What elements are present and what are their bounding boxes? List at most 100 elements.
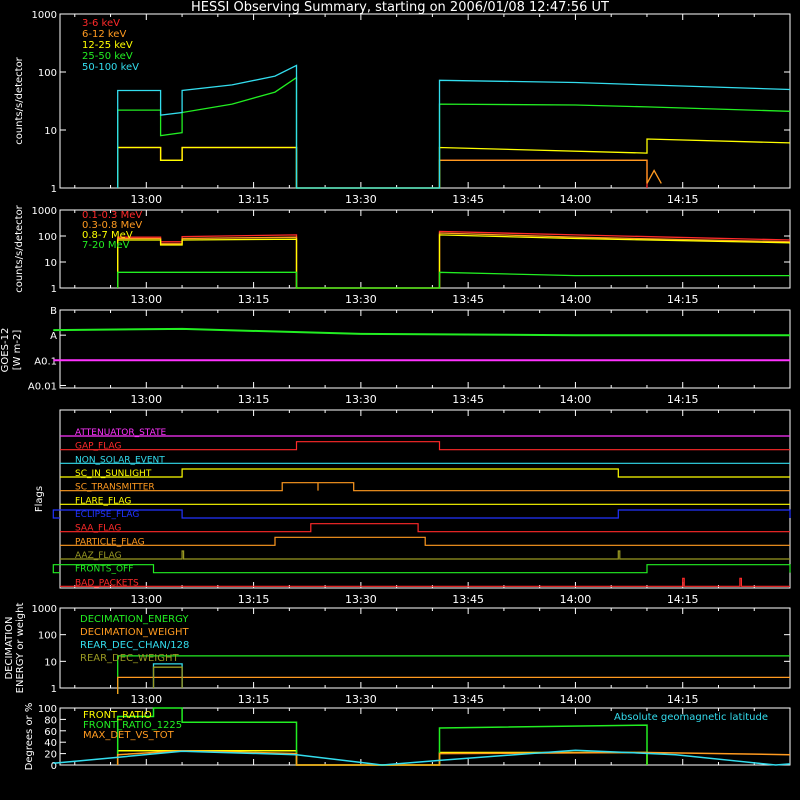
flag-label: SAA_FLAG (75, 524, 121, 534)
series-line (152, 666, 183, 688)
annotation: Absolute geomagnetic latitude (614, 712, 768, 723)
panel-frame (59, 409, 791, 589)
flag-line (52, 509, 791, 519)
series-line (117, 138, 791, 189)
x-tick-label: 13:30 (345, 593, 377, 606)
y-tick-label: 1000 (32, 604, 57, 615)
x-tick-label: 13:15 (238, 293, 270, 306)
y-tick-label: 1 (51, 684, 57, 695)
series-line (117, 146, 648, 189)
x-tick-label: 13:00 (130, 593, 162, 606)
chart-title: HESSI Observing Summary, starting on 200… (191, 0, 609, 15)
x-tick-label: 14:15 (667, 693, 699, 706)
series-line (116, 750, 791, 766)
y-tick-label: 0 (51, 761, 57, 772)
y-tick-label: A0.01 (28, 381, 57, 392)
y-tick-label: A (50, 331, 57, 342)
series-line (117, 232, 791, 289)
y-tick-label: 1 (51, 184, 57, 195)
flag-line (60, 468, 790, 478)
y-tick-label: 10 (44, 258, 57, 269)
y-axis-label: counts/s/detector (14, 204, 25, 292)
panel-frame (59, 209, 791, 289)
x-tick-label: 13:15 (238, 393, 270, 406)
x-tick-label: 13:45 (452, 393, 484, 406)
x-tick-label: 14:00 (560, 293, 592, 306)
flag-line (60, 550, 790, 560)
panel-frame (59, 309, 791, 389)
flag-line (60, 536, 790, 546)
x-tick-label: 13:45 (452, 593, 484, 606)
y-axis-label: counts/s/detector (14, 56, 25, 144)
panel-3: B A A0.1 A0.01 GOES-12 [W m-2] 13:00 13:15 13:30… (0, 306, 791, 406)
y-tick-label: 40 (44, 738, 57, 749)
legend-entry: DECIMATION_WEIGHT (80, 627, 189, 638)
y-tick-label: B (50, 306, 57, 317)
legend-entry: DECIMATION_ENERGY (80, 614, 189, 625)
y-axis-label: Flags (34, 486, 45, 512)
panel-5: 1 10 100 1000 DECIMATION_ENERGY DECIMATION_WE… (4, 603, 791, 706)
flag-label: BAD_PACKETS (75, 578, 139, 588)
flag-label: NON_SOLAR_EVENT (75, 455, 165, 465)
flag-line (60, 482, 790, 492)
y-axis-label: DECIMATIONENERGY or weight (4, 603, 26, 694)
series-line (117, 271, 790, 289)
flag-line (60, 441, 790, 451)
y-axis-units: [W m-2] (12, 330, 23, 371)
legend-entry: 0.1-0.3 MeV (82, 210, 142, 221)
legend-entry: MAX_DET_VS_TOT (83, 730, 175, 741)
x-tick-label: 13:30 (345, 193, 377, 206)
x-tick-label: 13:30 (345, 293, 377, 306)
panel-4: ATTENUATOR_STATE GAP_FLAG NON_SOLAR_EVENT S… (34, 409, 791, 606)
series-line (117, 230, 791, 289)
panel-frame (59, 607, 791, 689)
legend-entry: FRONT_RATIO_1225 (83, 720, 182, 731)
flag-label: ECLIPSE_FLAG (75, 510, 139, 520)
x-tick-label: 13:15 (238, 593, 270, 606)
y-tick-label: 100 (38, 68, 57, 79)
ylabel-line: ENERGY or weight (15, 603, 26, 694)
flag-label: SC_IN_SUNLIGHT (75, 469, 152, 479)
flag-line (60, 523, 790, 533)
x-tick-label: 13:00 (130, 393, 162, 406)
legend-entry: REAR_DEC_CHAN/128 (80, 640, 189, 651)
y-tick-label: 20 (44, 750, 57, 761)
legend-entry: 0.8-7 MeV (82, 230, 133, 241)
flag-label: PARTICLE_FLAG (75, 537, 145, 547)
x-tick-label: 13:45 (452, 193, 484, 206)
y-tick-label: 1000 (32, 206, 57, 217)
flag-label: AAZ_FLAG (75, 551, 122, 561)
y-tick-label: 10 (44, 657, 57, 668)
series-line (117, 64, 791, 189)
x-tick-label: 14:00 (560, 393, 592, 406)
x-tick-label: 13:45 (452, 693, 484, 706)
x-tick-label: 13:00 (130, 293, 162, 306)
panel-frame (59, 13, 791, 189)
x-tick-label: 14:15 (667, 293, 699, 306)
y-tick-label: 100 (38, 704, 57, 715)
x-tick-label: 13:00 (130, 193, 162, 206)
legend-entry: 0.3-0.8 MeV (82, 220, 142, 231)
legend-entry: 7-20 MeV (82, 240, 130, 251)
legend-entry: FRONT_RATIO (83, 710, 152, 721)
x-tick-label: 14:15 (667, 593, 699, 606)
x-tick-label: 13:00 (130, 693, 162, 706)
flag-label: FRONTS_OFF (75, 565, 133, 575)
x-tick-label: 13:30 (345, 693, 377, 706)
x-tick-label: 14:00 (560, 193, 592, 206)
x-tick-label: 14:00 (560, 593, 592, 606)
x-tick-label: 13:30 (345, 393, 377, 406)
flag-line (60, 577, 790, 587)
flag-label: ATTENUATOR_STATE (75, 428, 167, 438)
x-tick-label: 13:45 (452, 293, 484, 306)
series-line (116, 707, 648, 766)
legend-entry: 50-100 keV (82, 62, 139, 73)
y-tick-label: 60 (44, 727, 57, 738)
x-tick-label: 14:15 (667, 393, 699, 406)
series-line (117, 76, 791, 189)
y-tick-label: 100 (38, 631, 57, 642)
x-tick-label: 13:15 (238, 193, 270, 206)
x-tick-label: 13:15 (238, 693, 270, 706)
